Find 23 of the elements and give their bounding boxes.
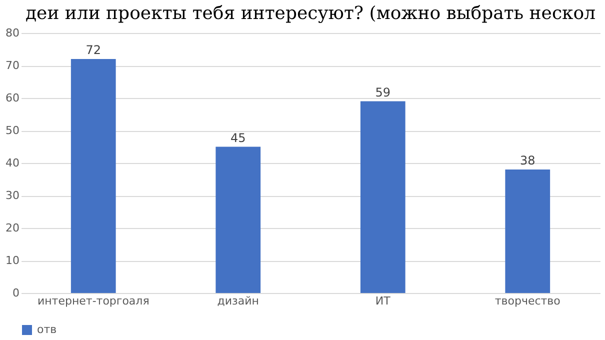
y-tick-label: 0	[12, 286, 20, 300]
y-tick-label: 40	[6, 156, 20, 170]
bar	[216, 146, 261, 293]
bar	[360, 101, 406, 293]
bar	[505, 170, 550, 293]
x-tick-label: интернет-торгоаля	[37, 294, 150, 308]
data-label: 38	[520, 154, 536, 168]
data-label: 72	[86, 43, 102, 57]
bar	[70, 59, 116, 293]
x-tick-label: творчество	[494, 294, 561, 308]
x-tick-label: ИТ	[375, 294, 391, 308]
y-tick-label: 10	[6, 254, 20, 267]
chart-title: деи или проекты тебя интересуют? (можно выбрать нескол	[25, 3, 596, 24]
data-label: 45	[230, 130, 246, 145]
x-tick-label: дизайн	[217, 294, 259, 308]
y-tick-label: 70	[6, 59, 20, 72]
y-tick-label: 80	[6, 26, 20, 40]
data-label: 59	[375, 85, 391, 100]
y-tick-label: 20	[6, 222, 20, 234]
y-tick-label: 30	[6, 189, 20, 202]
y-tick-label: 60	[6, 92, 20, 104]
legend-label: отв	[37, 323, 57, 336]
y-tick-label: 50	[6, 124, 20, 137]
